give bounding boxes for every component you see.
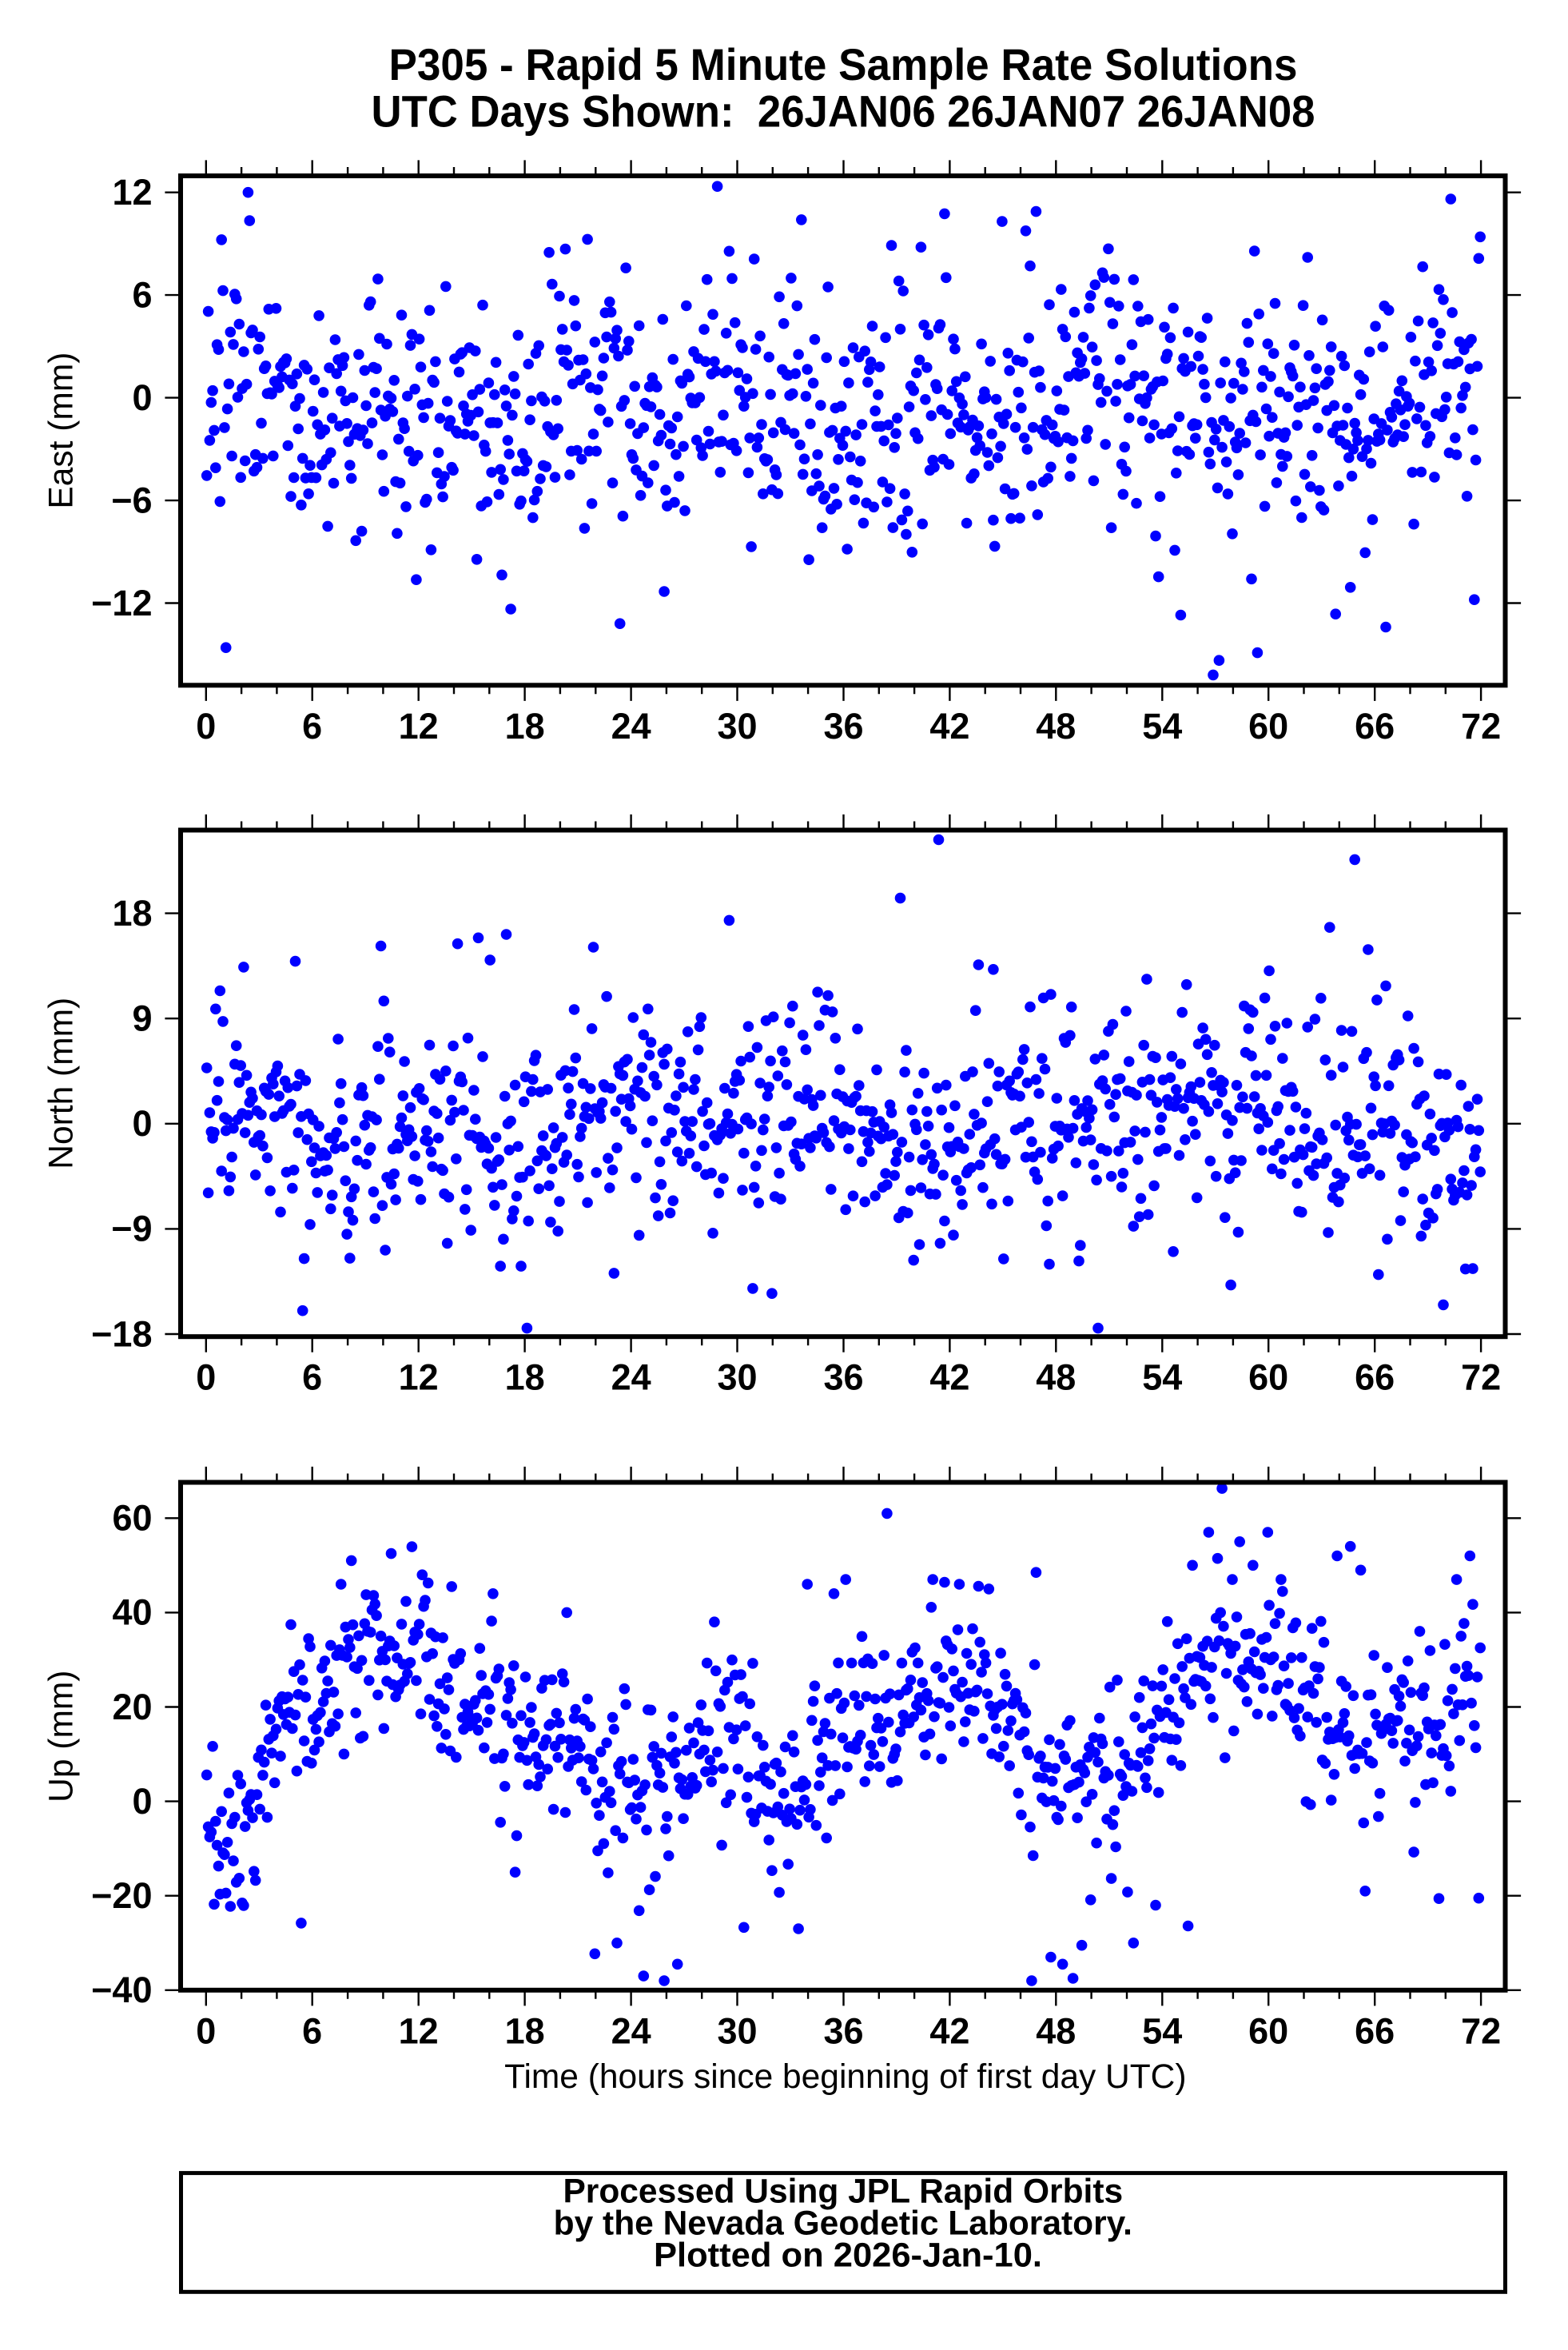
svg-text:18: 18	[112, 893, 152, 934]
svg-text:6: 6	[302, 706, 322, 747]
svg-text:0: 0	[196, 2010, 216, 2051]
svg-text:24: 24	[611, 1357, 651, 1398]
svg-text:Plotted on 2026-Jan-10.: Plotted on 2026-Jan-10.	[654, 2237, 1042, 2275]
svg-text:−18: −18	[91, 1313, 152, 1354]
svg-text:6: 6	[132, 274, 152, 315]
svg-text:66: 66	[1355, 1357, 1395, 1398]
svg-text:48: 48	[1036, 706, 1076, 747]
svg-text:0: 0	[132, 1103, 152, 1144]
svg-text:42: 42	[929, 2010, 969, 2051]
svg-text:0: 0	[196, 1357, 216, 1398]
svg-text:60: 60	[1248, 706, 1288, 747]
svg-text:20: 20	[112, 1687, 152, 1727]
svg-text:60: 60	[1248, 1357, 1288, 1398]
svg-text:−20: −20	[91, 1875, 152, 1916]
svg-text:18: 18	[505, 1357, 545, 1398]
svg-text:36: 36	[823, 1357, 863, 1398]
svg-text:12: 12	[399, 706, 439, 747]
svg-text:36: 36	[823, 2010, 863, 2051]
svg-text:by the Nevada Geodetic Laborat: by the Nevada Geodetic Laboratory.	[554, 2205, 1132, 2243]
svg-text:9: 9	[132, 998, 152, 1039]
svg-text:54: 54	[1142, 2010, 1182, 2051]
svg-text:−9: −9	[111, 1209, 152, 1249]
svg-text:P305 - Rapid 5 Minute Sample R: P305 - Rapid 5 Minute Sample Rate Soluti…	[389, 39, 1298, 90]
svg-text:UTC Days Shown: 26JAN06 26JAN: UTC Days Shown: 26JAN06 26JAN07 26JAN08	[372, 86, 1315, 137]
svg-text:12: 12	[399, 1357, 439, 1398]
svg-text:54: 54	[1142, 706, 1182, 747]
svg-text:40: 40	[112, 1592, 152, 1633]
svg-text:54: 54	[1142, 1357, 1182, 1398]
svg-text:48: 48	[1036, 2010, 1076, 2051]
svg-text:0: 0	[196, 706, 216, 747]
svg-text:72: 72	[1461, 706, 1501, 747]
svg-text:24: 24	[611, 2010, 651, 2051]
svg-text:18: 18	[505, 706, 545, 747]
svg-text:66: 66	[1355, 2010, 1395, 2051]
svg-text:6: 6	[302, 2010, 322, 2051]
svg-text:0: 0	[132, 377, 152, 418]
svg-text:Processed Using JPL Rapid Orbi: Processed Using JPL Rapid Orbits	[563, 2173, 1123, 2210]
svg-text:12: 12	[399, 2010, 439, 2051]
svg-text:60: 60	[112, 1498, 152, 1539]
svg-text:72: 72	[1461, 2010, 1501, 2051]
svg-text:30: 30	[717, 2010, 757, 2051]
svg-text:48: 48	[1036, 1357, 1076, 1398]
svg-text:−12: −12	[91, 583, 152, 623]
svg-text:Time (hours since beginning of: Time (hours since beginning of first day…	[504, 2058, 1186, 2096]
svg-text:60: 60	[1248, 2010, 1288, 2051]
svg-text:12: 12	[112, 172, 152, 213]
svg-text:6: 6	[302, 1357, 322, 1398]
svg-text:36: 36	[823, 706, 863, 747]
svg-text:0: 0	[132, 1781, 152, 1822]
svg-text:66: 66	[1355, 706, 1395, 747]
svg-text:72: 72	[1461, 1357, 1501, 1398]
svg-text:42: 42	[929, 1357, 969, 1398]
svg-text:24: 24	[611, 706, 651, 747]
svg-text:North (mm): North (mm)	[43, 998, 81, 1169]
svg-text:30: 30	[717, 706, 757, 747]
svg-text:18: 18	[505, 2010, 545, 2051]
svg-text:−40: −40	[91, 1970, 152, 2010]
svg-text:42: 42	[929, 706, 969, 747]
svg-text:Up (mm): Up (mm)	[43, 1671, 81, 1802]
svg-text:30: 30	[717, 1357, 757, 1398]
svg-text:−6: −6	[111, 480, 152, 520]
svg-text:East (mm): East (mm)	[43, 352, 81, 509]
